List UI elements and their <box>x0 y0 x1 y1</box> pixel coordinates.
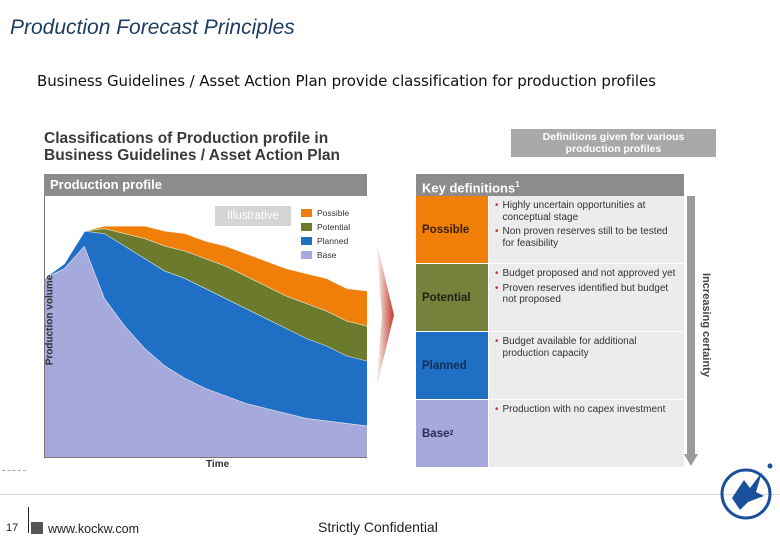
definition-bullet-text: Budget available for additional producti… <box>502 336 637 359</box>
definition-bullet-text: Highly uncertain opportunities at concep… <box>502 200 646 223</box>
definitions-box-line2: production profiles <box>565 143 662 155</box>
area-series-base <box>44 245 367 458</box>
definition-bullet: • Budget proposed and not approved yet <box>495 268 678 280</box>
definition-row-potential: Potential • Budget proposed and not appro… <box>416 264 684 332</box>
key-definitions-header-text: Key definitions <box>422 180 516 196</box>
definition-bullet: • Budget available for additional product… <box>495 336 678 359</box>
illustrative-badge: Illustrative <box>215 206 291 226</box>
definition-row-possible: Possible • Highly uncertain opportunities… <box>416 196 684 264</box>
production-profile-chart <box>44 196 367 458</box>
footer-separator <box>28 507 29 533</box>
certainty-arrow-icon <box>684 196 698 466</box>
certainty-label-text: Increasing certainty <box>700 273 712 377</box>
definition-row-planned: Planned • Budget available for additional… <box>416 332 684 400</box>
definition-description: • Highly uncertain opportunities at conce… <box>488 196 684 263</box>
x-axis-label: Time <box>206 459 230 470</box>
classification-title-line2: Business Guidelines / Asset Action Plan <box>44 147 341 164</box>
legend-swatch-base <box>301 251 312 259</box>
bullet-dot-icon: • <box>495 200 499 211</box>
definition-bullet-text: Non proven reserves still to be tested f… <box>502 226 668 249</box>
legend-swatch-planned <box>301 237 312 245</box>
page-number: 17 <box>6 522 19 534</box>
legend-item-possible: Possible <box>301 206 350 220</box>
definition-category-label: Possible <box>422 223 470 236</box>
definition-bullet-text: Proven reserves identified but budget no… <box>502 282 669 306</box>
legend-label-potential: Potential <box>317 222 351 232</box>
definition-row-base: Base 2 • Production with no capex investme… <box>416 400 684 468</box>
definition-description: • Production with no capex investment <box>488 400 684 467</box>
area-series-planned <box>44 230 367 426</box>
definition-category-label: Base <box>422 427 450 440</box>
decorative-dashes <box>2 470 26 472</box>
classification-title-line1: Classifications of Production profile in <box>44 130 329 147</box>
definition-bullet: • Highly uncertain opportunities at conce… <box>495 200 678 223</box>
definition-bullet: • Proven reserves identified but budget n… <box>495 283 678 306</box>
definition-bullet: • Production with no capex investment <box>495 404 678 416</box>
area-series-possible <box>44 225 367 326</box>
classification-title: Classifications of Production profile in… <box>44 130 340 164</box>
definition-description: • Budget available for additional product… <box>488 332 684 399</box>
website-link[interactable]: www.kockw.com <box>48 522 139 536</box>
area-boundary-possible <box>44 225 367 292</box>
bullet-dot-icon: • <box>495 268 499 279</box>
legend-item-planned: Planned <box>301 234 350 248</box>
definition-category-possible: Possible <box>416 196 488 263</box>
falcon-logo-icon <box>720 463 773 520</box>
footer-square-icon <box>31 522 43 534</box>
bullet-dot-icon: • <box>495 282 499 294</box>
certainty-label: Increasing certainty <box>697 250 715 400</box>
definition-footnote-ref: 2 <box>449 430 454 437</box>
definition-bullet-text: Production with no capex investment <box>502 404 666 415</box>
definition-category-label: Planned <box>422 359 467 372</box>
definitions-box-line1: Definitions given for various <box>542 131 685 143</box>
definition-bullet-text: Budget proposed and not approved yet <box>502 268 676 279</box>
definition-category-label: Potential <box>422 291 471 304</box>
confidentiality-label: Strictly Confidential <box>318 519 438 535</box>
definition-category-base: Base 2 <box>416 400 488 467</box>
definition-bullet: • Non proven reserves still to be tested … <box>495 226 678 249</box>
definition-description: • Budget proposed and not approved yet • P… <box>488 264 684 331</box>
bullet-dot-icon: • <box>495 336 499 347</box>
area-series-potential <box>44 228 367 361</box>
bullet-dot-icon: • <box>495 226 499 237</box>
definitions-box: Definitions given for various production… <box>511 129 716 157</box>
bullet-dot-icon: • <box>495 404 499 415</box>
legend-swatch-potential <box>301 223 312 231</box>
legend-label-planned: Planned <box>317 236 349 246</box>
slide-title: Production Forecast Principles <box>10 16 295 39</box>
production-profile-header: Production profile <box>44 174 367 196</box>
legend-item-potential: Potential <box>301 220 350 234</box>
y-axis-label: Production volume <box>40 250 60 390</box>
legend-item-base: Base <box>301 248 350 262</box>
key-definitions-footnote-ref: 1 <box>515 180 520 189</box>
key-definitions-header: Key definitions1 <box>416 174 684 196</box>
definition-category-potential: Potential <box>416 264 488 331</box>
y-axis-label-text: Production volume <box>44 274 56 366</box>
legend-label-possible: Possible <box>317 208 350 218</box>
definition-category-planned: Planned <box>416 332 488 399</box>
slide-subtitle: Business Guidelines / Asset Action Plan … <box>37 72 656 90</box>
chart-legend: Possible Potential Planned Base <box>301 206 350 262</box>
legend-label-base: Base <box>317 250 337 260</box>
legend-swatch-possible <box>301 209 312 217</box>
footer-divider <box>0 494 780 495</box>
right-arrow-icon <box>376 240 394 390</box>
